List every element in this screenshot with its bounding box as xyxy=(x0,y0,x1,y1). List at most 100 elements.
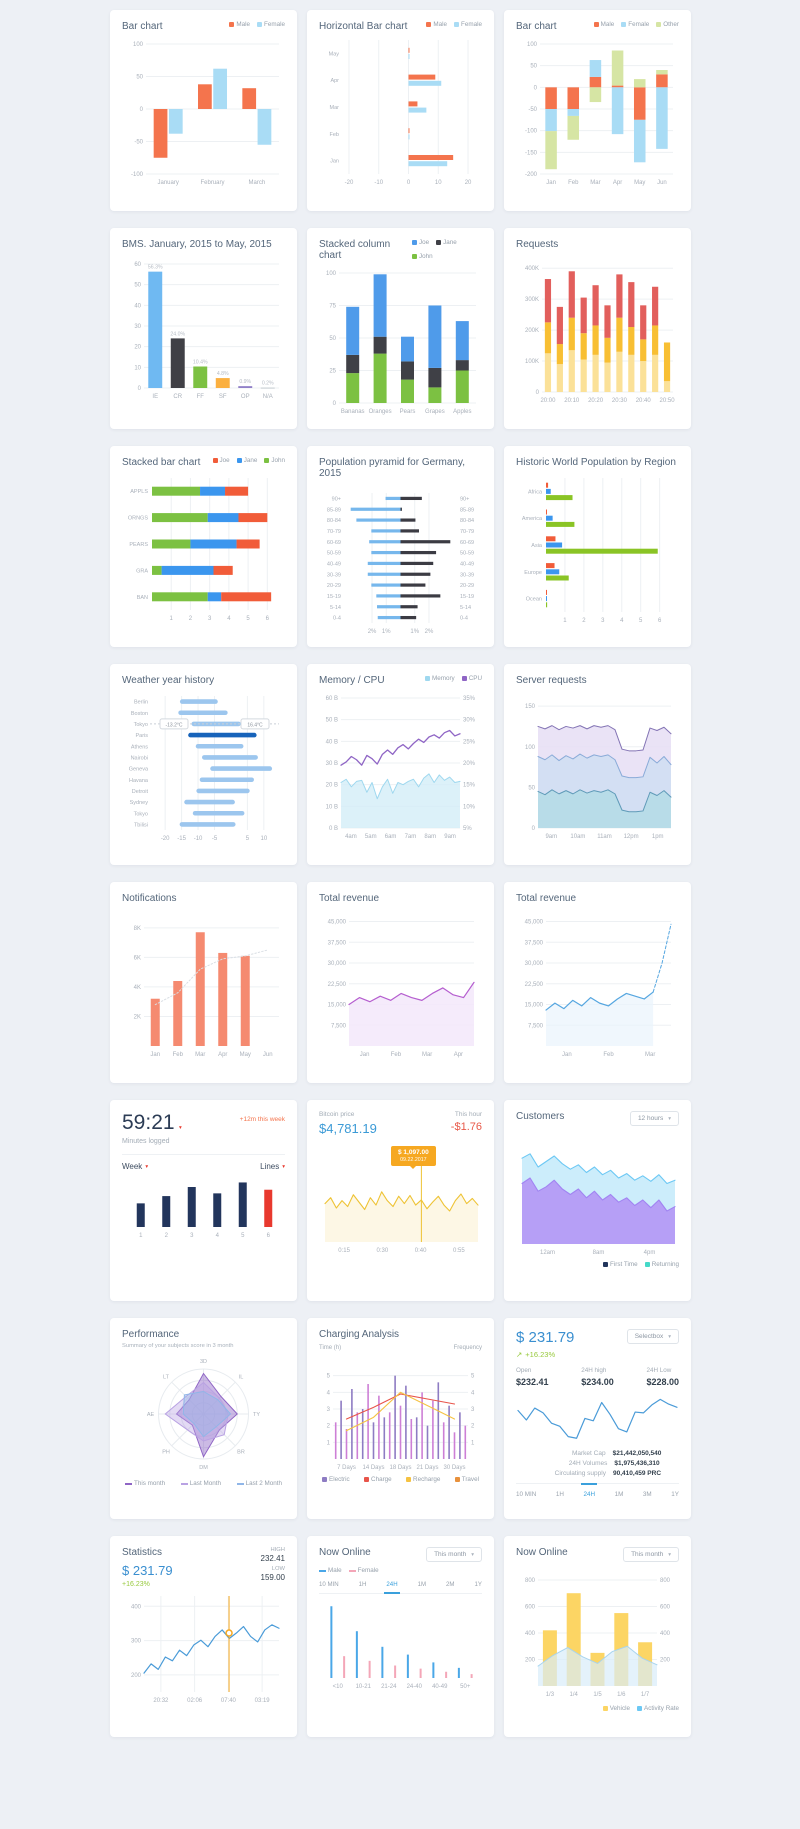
card-title: Historic World Population by Region xyxy=(516,457,676,468)
legend-item[interactable]: Returning xyxy=(644,1261,679,1268)
period-select[interactable]: This month ▾ xyxy=(623,1547,679,1562)
legend-item[interactable]: Electric xyxy=(322,1476,350,1483)
card-statistics: Statistics $ 231.79 +16.23% HIGH 232.41 … xyxy=(110,1536,297,1737)
tab-1y[interactable]: 1Y xyxy=(474,1581,482,1588)
svg-text:03:19: 03:19 xyxy=(255,1698,271,1704)
legend-item[interactable]: Last 2 Month xyxy=(236,1480,282,1487)
legend-item[interactable]: Memory xyxy=(424,675,455,682)
period-select[interactable]: 12 hours ▾ xyxy=(629,1111,679,1126)
tab-1h[interactable]: 1H xyxy=(555,1491,564,1498)
svg-text:200: 200 xyxy=(131,1673,142,1679)
legend-item[interactable]: Male xyxy=(593,21,614,28)
svg-text:Apples: Apples xyxy=(453,409,471,415)
svg-text:0:15: 0:15 xyxy=(338,1248,350,1254)
legend-item[interactable]: Travel xyxy=(454,1476,479,1483)
svg-text:LT: LT xyxy=(163,1375,170,1381)
online-age-bar-chart: <10 10-21 21-24 24-40 40-49 50+ xyxy=(330,1606,473,1690)
legend-item[interactable]: John xyxy=(411,253,433,260)
tab-24h[interactable]: 24H xyxy=(384,1581,400,1594)
svg-text:4am: 4am xyxy=(345,834,357,840)
legend-item[interactable]: Last Month xyxy=(180,1480,221,1487)
legend-item[interactable]: Female xyxy=(621,21,649,28)
legend-item[interactable]: Female xyxy=(454,21,482,28)
svg-text:2%: 2% xyxy=(368,629,377,635)
tab-1y[interactable]: 1Y xyxy=(671,1491,679,1498)
svg-text:Ocean: Ocean xyxy=(526,597,542,603)
legend-item[interactable]: Recharge xyxy=(406,1476,440,1483)
svg-text:37,500: 37,500 xyxy=(328,940,347,946)
legend-item[interactable]: Male xyxy=(229,21,250,28)
card-weather-history: Weather year history -20 -15 -10 -5 5 10 Berli… xyxy=(110,664,297,865)
dashboard-board: Bar chart Male Female -100 -50 0 50 100 Janua… xyxy=(110,10,691,1737)
svg-text:5: 5 xyxy=(327,1374,331,1380)
card-total-revenue-2: Total revenue 7,500 15,000 22,500 30,000 37,… xyxy=(504,882,691,1083)
svg-text:3D: 3D xyxy=(200,1359,207,1365)
statistics-line-chart: 200 300 400 20:32 02:06 07:40 03:19 xyxy=(131,1596,280,1704)
svg-text:45,000: 45,000 xyxy=(525,920,544,926)
population-pyramid-chart: 2% 1% 1% 2% 90+ 85-89 80-84 70-79 60-69 50-59 40-4… xyxy=(327,493,474,635)
period-tabs: 10 MIN 1H 24H 1M 3M 1Y xyxy=(516,1483,679,1498)
week-select[interactable]: Week ▾ xyxy=(122,1162,148,1171)
legend-item[interactable]: CPU xyxy=(461,675,482,682)
svg-text:4: 4 xyxy=(327,1390,331,1396)
svg-text:0: 0 xyxy=(532,826,536,832)
tab-3m[interactable]: 3M xyxy=(642,1491,652,1498)
svg-text:1%: 1% xyxy=(382,629,391,635)
caret-down-icon[interactable]: ▾ xyxy=(179,1125,182,1131)
tab-10min[interactable]: 10 MIN xyxy=(516,1491,537,1498)
selectbox[interactable]: Selectbox ▾ xyxy=(626,1329,679,1344)
tab-10min[interactable]: 10 MIN xyxy=(319,1581,339,1588)
card-title: Bar chart xyxy=(122,21,163,32)
bitcoin-price: $4,781.19 xyxy=(319,1121,377,1136)
volume-row: 24H Volumes $1,975,436,310 xyxy=(568,1460,660,1467)
svg-text:Jan: Jan xyxy=(150,1052,160,1058)
left-axis-caption: Time (h) xyxy=(319,1345,342,1351)
legend-item[interactable]: John xyxy=(264,457,285,464)
legend-item[interactable]: This month xyxy=(125,1480,165,1487)
legend-item[interactable]: Vehicle xyxy=(602,1705,630,1712)
svg-text:4K: 4K xyxy=(134,985,141,991)
svg-text:Athens: Athens xyxy=(131,744,148,750)
svg-text:6K: 6K xyxy=(134,955,141,961)
card-title: Notifications xyxy=(122,893,177,904)
tab-1m[interactable]: 1M xyxy=(417,1581,427,1588)
card-title: Customers xyxy=(516,1111,565,1122)
legend-item[interactable]: Female xyxy=(257,21,285,28)
tab-1m[interactable]: 1M xyxy=(614,1491,624,1498)
stats-change: +16.23% xyxy=(122,1581,150,1588)
lines-select[interactable]: Lines ▾ xyxy=(260,1162,285,1171)
svg-text:14 Days: 14 Days xyxy=(362,1465,384,1471)
svg-text:2: 2 xyxy=(471,1424,475,1430)
svg-text:Berlin: Berlin xyxy=(134,700,148,706)
legend-item[interactable]: Other xyxy=(656,21,679,28)
svg-text:100K: 100K xyxy=(525,359,539,365)
card-title: Total revenue xyxy=(516,893,577,904)
legend-item[interactable]: Jane xyxy=(236,457,257,464)
legend-item[interactable]: Activity Rate xyxy=(637,1705,679,1712)
tab-1h[interactable]: 1H xyxy=(358,1581,367,1588)
chart-legend: Male Female xyxy=(319,1567,482,1574)
legend-item[interactable]: Male xyxy=(426,21,447,28)
legend-label: Jane xyxy=(443,239,457,246)
legend-item[interactable]: Female xyxy=(348,1567,379,1574)
svg-text:400: 400 xyxy=(131,1604,142,1610)
high-label: HIGH xyxy=(270,1547,286,1553)
legend-item[interactable]: Charge xyxy=(364,1476,392,1483)
tooltip-price: $ 1,097.00 xyxy=(398,1149,429,1156)
legend-item[interactable]: First Time xyxy=(603,1261,638,1268)
tab-2m[interactable]: 2M xyxy=(446,1581,455,1588)
legend-label: Male xyxy=(328,1567,342,1574)
svg-text:50+: 50+ xyxy=(460,1684,471,1690)
card-title: Performance xyxy=(122,1329,180,1340)
period-select[interactable]: This month ▾ xyxy=(426,1547,482,1562)
svg-text:80-84: 80-84 xyxy=(327,518,341,524)
svg-text:Nairobi: Nairobi xyxy=(131,755,148,761)
legend-item[interactable]: Joe xyxy=(212,457,230,464)
legend-item[interactable]: Joe xyxy=(411,239,429,246)
legend-item[interactable]: Jane xyxy=(436,239,457,246)
legend-swatch-icon xyxy=(411,240,417,245)
svg-text:1: 1 xyxy=(327,1440,331,1446)
stacked-horizontal-bar-chart: 1 2 3 4 5 6 APPLS ORNGS PEARS GRA BAN xyxy=(128,478,272,622)
tab-24h[interactable]: 24H xyxy=(581,1483,597,1498)
legend-item[interactable]: Male xyxy=(319,1567,342,1574)
